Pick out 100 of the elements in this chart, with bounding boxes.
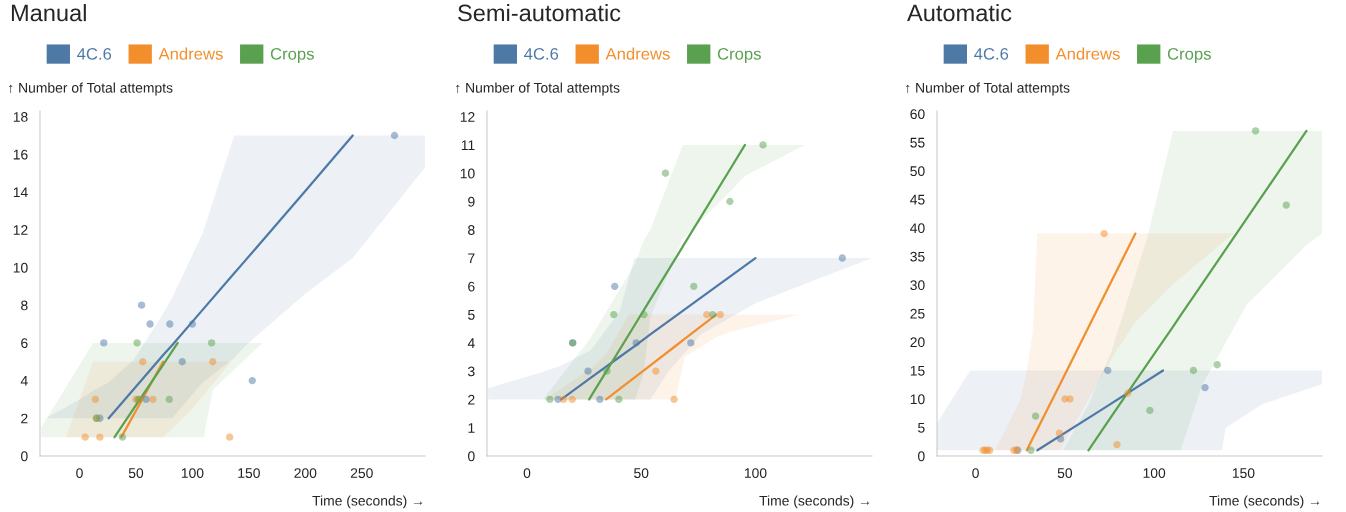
y-tick-label: 45 (910, 194, 925, 205)
y-tick-label: 9 (468, 196, 475, 207)
point (1146, 406, 1154, 415)
chart-title: Manual (11, 4, 86, 22)
y-tick-label: 40 (910, 223, 925, 234)
y-tick-label: 50 (910, 166, 925, 177)
y-tick-label: 12 (460, 111, 475, 122)
y-tick-label: 35 (910, 251, 925, 262)
point (137, 301, 146, 309)
y-tick-label: 5 (468, 310, 475, 320)
x-tick-label: 50 (634, 468, 649, 479)
point (652, 367, 660, 375)
legend-label: Andrews (605, 47, 670, 60)
x-axis-title: Time (seconds) → (312, 495, 423, 509)
x-tick-label: 0 (972, 468, 979, 479)
point (568, 395, 576, 404)
point (1113, 440, 1121, 449)
x-tick-label: 200 (294, 468, 317, 479)
point (166, 320, 174, 328)
point (670, 395, 678, 404)
x-tick-label: 50 (1057, 468, 1073, 479)
point (96, 433, 104, 441)
line-series (1025, 232, 1137, 452)
y-axis-title: ↑ Number of Total attempts (456, 82, 620, 96)
point (632, 339, 640, 347)
y-tick-label: 8 (21, 300, 28, 311)
point (1201, 383, 1209, 392)
point (615, 395, 623, 404)
point (611, 282, 619, 290)
point (661, 169, 670, 177)
point (1055, 429, 1064, 437)
point (838, 254, 846, 262)
point (690, 282, 698, 290)
point (1104, 366, 1112, 375)
point (1124, 389, 1132, 397)
y-tick-label: 25 (910, 308, 925, 319)
point (716, 310, 724, 319)
y-tick-label: 60 (910, 109, 925, 120)
y-tick-label: 4 (20, 376, 28, 386)
point (81, 433, 89, 441)
point (640, 310, 648, 319)
y-tick-label: 3 (468, 366, 475, 377)
legend-label: Crops (717, 47, 761, 64)
point (1189, 366, 1198, 375)
x-tick-label: 100 (744, 468, 767, 479)
line-series (1087, 129, 1308, 452)
x-tick-label: 150 (238, 468, 260, 479)
legend-label: Crops (1167, 47, 1211, 64)
y-tick-label: 7 (468, 253, 475, 264)
legend-label: Andrews (1055, 47, 1120, 60)
point (759, 141, 767, 149)
point (1213, 361, 1221, 369)
point (100, 339, 108, 347)
point (248, 376, 256, 385)
point (1027, 446, 1035, 454)
x-axis-title: Time (seconds) → (1209, 495, 1320, 509)
x-tick-label: 100 (181, 468, 204, 479)
x-tick-label: 150 (1232, 468, 1255, 479)
y-tick-label: 10 (460, 168, 475, 179)
point (133, 339, 141, 347)
chart-title: Semi-automatic (458, 4, 621, 22)
point (596, 395, 604, 404)
point (546, 395, 554, 404)
y-tick-label: 0 (21, 451, 28, 462)
point (1100, 229, 1108, 238)
chart-title: Automatic (907, 4, 1012, 22)
point (91, 395, 99, 404)
point (178, 358, 186, 366)
y-axis-title: ↑ Number of Total attempts (9, 82, 173, 96)
y-tick-label: 0 (468, 451, 475, 462)
y-tick-label: 18 (13, 111, 28, 122)
y-tick-label: 2 (468, 394, 475, 405)
y-tick-label: 1 (468, 423, 475, 433)
point (207, 339, 216, 347)
x-tick-label: 50 (128, 468, 144, 479)
point (142, 395, 150, 404)
x-axis-title: Time (seconds) → (759, 495, 870, 509)
x-tick-label: 0 (76, 468, 83, 479)
point (165, 395, 173, 404)
text: 4C.6 (974, 47, 1009, 60)
y-tick-label: 6 (21, 338, 28, 349)
y-tick-label: 11 (461, 140, 475, 150)
y-tick-label: 16 (13, 149, 28, 160)
line-series (113, 341, 179, 439)
point (1282, 201, 1290, 209)
y-tick-label: 2 (21, 413, 28, 424)
point (146, 320, 154, 328)
point (226, 433, 234, 441)
y-tick-label: 15 (910, 365, 925, 376)
x-tick-label: 100 (1143, 468, 1166, 479)
y-tick-label: 10 (910, 394, 925, 405)
point (149, 395, 157, 404)
legend-label: Andrews (158, 47, 223, 60)
x-tick-label: 250 (350, 468, 373, 479)
point (709, 310, 717, 319)
y-tick-label: 20 (910, 337, 925, 348)
y-tick-label: 10 (13, 262, 28, 273)
y-tick-label: 30 (910, 280, 925, 291)
y-tick-label: 12 (13, 225, 28, 235)
point (584, 367, 592, 375)
